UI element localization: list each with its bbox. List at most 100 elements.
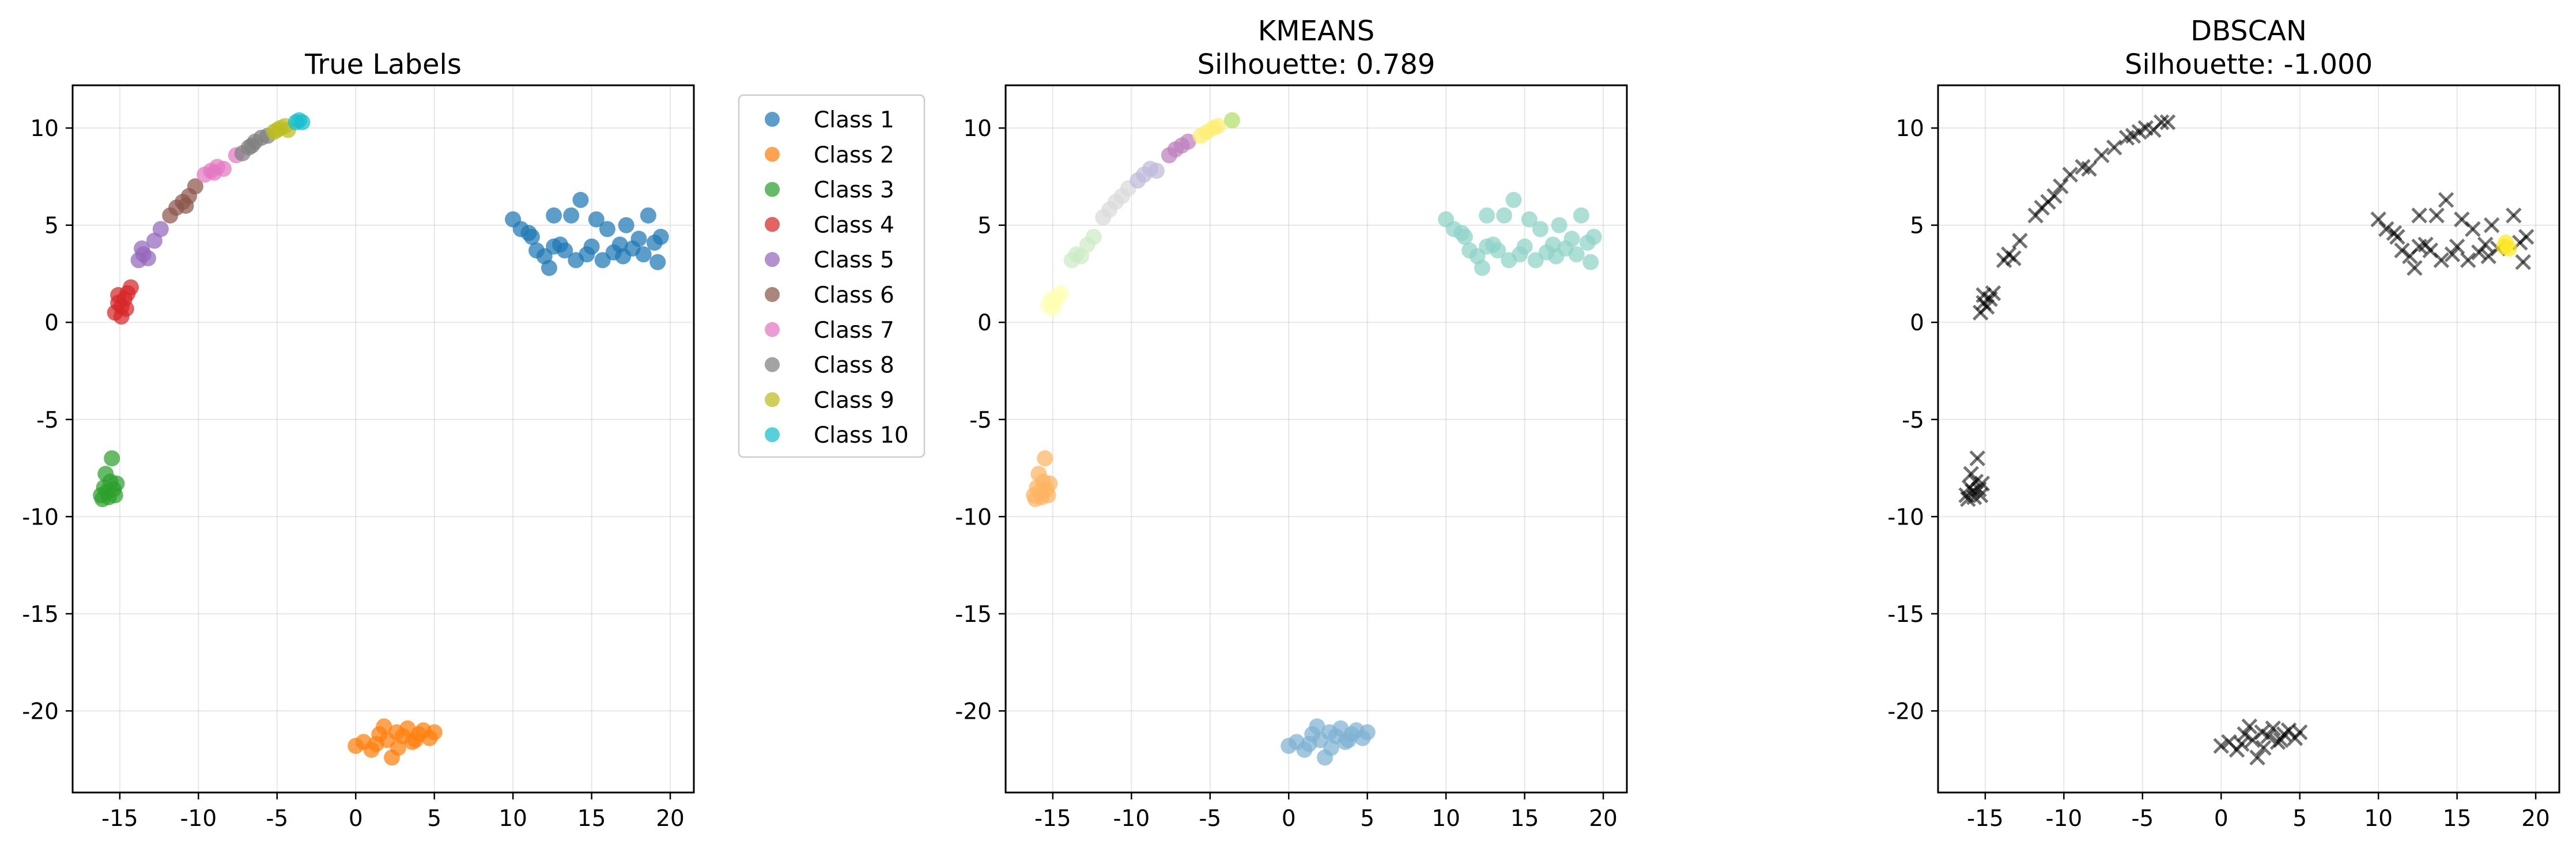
series-9 [1192,118,1226,144]
data-point [2053,178,2069,195]
data-point [599,221,615,237]
y-tick-label: 0 [44,310,59,336]
x-tick-label: -5 [266,806,288,832]
y-tick-label: -10 [22,504,59,530]
series-7 [1130,160,1165,189]
data-point [2411,239,2427,255]
chart-title: Silhouette: 0.789 [1198,48,1436,81]
x-tick-label: 0 [1282,806,1296,832]
data-point [134,240,150,257]
axes-frame [1937,84,2560,794]
data-point [1976,287,1992,303]
data-point [1030,466,1047,482]
legend-marker [765,146,780,162]
data-point [2241,718,2258,735]
data-point [588,211,605,228]
x-tick-label: 10 [498,806,527,832]
x-tick-label: -5 [1199,806,1221,832]
x-marker-stroke [2370,211,2386,228]
data-point [1582,254,1599,270]
x-marker-stroke [2260,728,2276,745]
data-point [2477,236,2494,253]
x-marker-stroke [2221,734,2237,750]
legend-marker [765,357,780,372]
data-point [376,718,392,735]
series-1 [1958,114,2535,766]
series-1 [1438,191,1602,276]
chart-title: Silhouette: -1.000 [2125,48,2373,81]
data-point [2378,221,2394,237]
data-point [2153,114,2170,130]
y-tick-label: -10 [955,504,992,530]
data-point [2062,167,2079,183]
x-marker-stroke [2480,248,2496,265]
x-marker-stroke [2137,120,2154,136]
data-point [1479,238,1495,255]
data-point [1223,112,1240,129]
data-point [572,191,589,208]
x-marker-stroke [2444,246,2461,263]
x-tick-label: 5 [1360,806,1374,832]
series-6 [162,178,203,224]
legend-label: Class 2 [814,142,894,168]
x-tick-label: 20 [2521,806,2550,832]
y-tick-label: -5 [969,407,992,433]
x-marker-stroke [2081,161,2097,177]
series-3 [1026,450,1058,507]
series-2 [348,718,443,766]
x-marker-stroke [1969,450,1985,466]
x-marker-stroke [1974,476,1990,492]
y-tick-label: -5 [1902,407,1924,433]
x-marker-stroke [2075,159,2091,175]
data-point [1085,228,1102,245]
legend-marker [765,322,780,337]
data-point [2260,728,2276,745]
legend-marker [765,392,780,407]
x-marker-stroke [2291,724,2308,741]
data-point [1180,133,1196,150]
legend-label: Class 3 [814,178,894,203]
x-marker-stroke [2213,738,2230,754]
legend-label: Class 6 [814,282,894,308]
data-point [1548,248,1565,265]
x-marker-stroke [2005,250,2022,266]
y-tick-label: 10 [963,116,992,142]
data-point [110,287,127,304]
x-marker-stroke [2249,749,2265,766]
y-tick-label: -20 [22,699,59,725]
data-point [630,231,647,247]
series-2 [2496,235,2517,257]
x-marker-stroke [2153,114,2170,130]
series-8 [1161,133,1196,164]
x-marker-stroke [2454,211,2470,228]
data-point [2094,147,2110,164]
series-5 [130,221,169,269]
y-tick-label: 10 [1895,116,1924,142]
data-point [1359,724,1376,741]
x-marker-stroke [2012,232,2028,249]
y-tick-label: 0 [977,310,992,336]
data-point [1496,207,1513,224]
data-point [2460,252,2476,269]
data-point [407,731,424,748]
x-marker-stroke [2506,207,2522,224]
data-point [1323,739,1339,756]
x-marker-stroke [2233,735,2250,752]
data-point [2465,221,2481,237]
series-2 [1281,718,1376,766]
y-tick-label: 5 [44,213,59,239]
data-point [1969,450,1985,466]
y-tick-label: 10 [30,116,59,142]
x-marker-stroke [2411,207,2427,224]
data-point [1301,735,1317,752]
data-point [2012,232,2028,249]
data-point [2433,252,2450,269]
x-marker-stroke [2407,260,2423,276]
legend-box [738,94,926,458]
legend-label: Class 5 [814,247,894,273]
y-tick-label: -15 [955,602,992,628]
data-point [2046,188,2063,204]
y-tick-label: -20 [1887,699,1924,725]
legend-marker [765,182,780,197]
data-point [541,259,557,276]
